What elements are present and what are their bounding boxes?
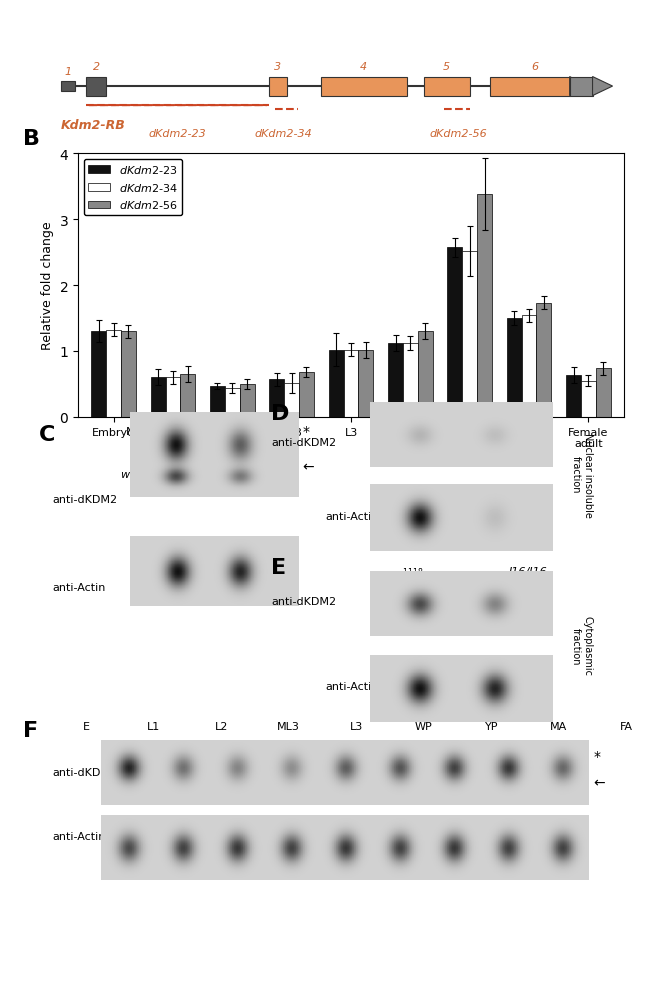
Text: *: * [593, 749, 600, 763]
Text: Nuclear soluble
fraction: Nuclear soluble fraction [126, 426, 212, 448]
Text: anti-Actin: anti-Actin [52, 831, 105, 841]
Text: ML3: ML3 [278, 722, 300, 732]
Text: J16/J16: J16/J16 [509, 567, 548, 577]
Bar [92, 332, 106, 417]
Text: D: D [271, 404, 289, 424]
Text: 4: 4 [360, 62, 367, 72]
Bar [166, 378, 181, 417]
Bar [569, 78, 593, 96]
Bar [566, 376, 581, 417]
Bar [521, 316, 536, 417]
Legend: $dKdm2$-$23$, $dKdm2$-$34$, $dKdm2$-$56$: $dKdm2$-$23$, $dKdm2$-$34$, $dKdm2$-$56$ [84, 160, 183, 216]
Text: anti-dKDM2: anti-dKDM2 [52, 766, 117, 776]
Bar [106, 331, 121, 417]
Text: anti-dKDM2: anti-dKDM2 [271, 437, 336, 447]
Text: F: F [23, 720, 38, 741]
Text: WP: WP [415, 722, 433, 732]
Bar [210, 387, 225, 417]
Bar [424, 78, 469, 96]
Bar [403, 344, 418, 417]
Text: Nuclear insoluble
fraction: Nuclear insoluble fraction [571, 432, 593, 517]
Text: B: B [23, 129, 40, 149]
Bar [358, 350, 373, 417]
Text: anti-Actin: anti-Actin [325, 512, 378, 522]
Text: anti-dKDM2: anti-dKDM2 [271, 596, 336, 607]
Text: FA: FA [620, 722, 633, 732]
Text: dKdm2-34: dKdm2-34 [255, 129, 313, 139]
Text: ←: ← [593, 775, 605, 789]
Bar [240, 385, 255, 417]
Polygon shape [569, 78, 587, 96]
Text: $w^{1118}$: $w^{1118}$ [120, 465, 151, 482]
Bar [462, 251, 477, 417]
Text: 2: 2 [93, 62, 100, 72]
Text: L3: L3 [350, 722, 363, 732]
Text: E: E [83, 722, 90, 732]
Polygon shape [593, 78, 612, 96]
Bar [489, 78, 569, 96]
Text: $w^{1118}$: $w^{1118}$ [393, 414, 424, 431]
Text: 3: 3 [274, 62, 281, 72]
Bar [477, 195, 492, 417]
Text: C: C [39, 424, 55, 444]
Text: Kdm2-RB: Kdm2-RB [60, 119, 125, 132]
Bar [581, 382, 596, 417]
Text: ←: ← [302, 460, 314, 474]
Y-axis label: Relative fold change: Relative fold change [41, 222, 54, 350]
Bar [388, 344, 403, 417]
Text: J16/J16: J16/J16 [202, 465, 240, 475]
Text: 1: 1 [64, 67, 72, 77]
Bar [344, 350, 358, 417]
Bar [181, 375, 195, 417]
Bar [329, 350, 344, 417]
Bar [269, 78, 287, 96]
Bar [321, 78, 407, 96]
Text: anti-Actin: anti-Actin [325, 681, 378, 691]
Text: E: E [271, 557, 286, 578]
Text: YP: YP [484, 722, 498, 732]
Text: $w^{1118}$: $w^{1118}$ [393, 567, 424, 582]
Text: 5: 5 [443, 62, 450, 72]
Text: 6: 6 [532, 62, 539, 72]
Text: *: * [302, 424, 309, 438]
Bar [447, 248, 462, 417]
Bar [596, 369, 610, 417]
Bar [86, 78, 107, 96]
Text: L2: L2 [214, 722, 228, 732]
Bar [60, 83, 75, 91]
Text: dKdm2-56: dKdm2-56 [429, 129, 487, 139]
Text: L1: L1 [147, 722, 161, 732]
Bar [151, 378, 166, 417]
Bar [225, 389, 240, 417]
Bar [121, 332, 136, 417]
Bar [284, 384, 299, 417]
Bar [536, 303, 551, 417]
Bar [299, 373, 314, 417]
Text: Cytoplasmic
fraction: Cytoplasmic fraction [571, 615, 593, 676]
Bar [418, 332, 433, 417]
Text: J16/J16: J16/J16 [509, 414, 548, 424]
Text: MA: MA [550, 722, 567, 732]
Bar [507, 319, 521, 417]
Text: anti-dKDM2: anti-dKDM2 [52, 495, 117, 505]
Text: anti-Actin: anti-Actin [52, 582, 105, 592]
Bar [269, 380, 284, 417]
Text: dKdm2-23: dKdm2-23 [149, 129, 207, 139]
